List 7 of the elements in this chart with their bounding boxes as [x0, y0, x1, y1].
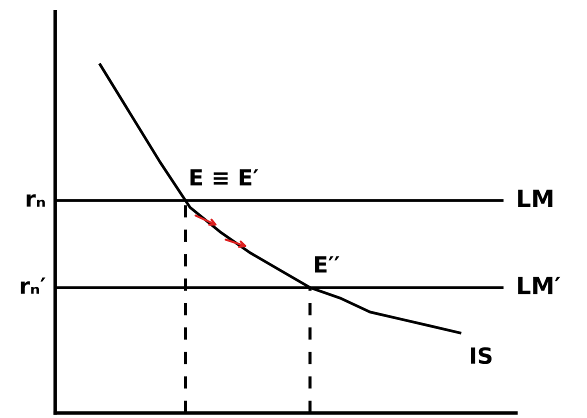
ref-line-label: LM′ [518, 276, 560, 294]
text: rₙ′ [20, 278, 46, 294]
annotation: IS [470, 347, 492, 364]
text: rₙ [26, 194, 45, 207]
annotation: E ≡ E′ [190, 169, 258, 186]
annotation: E′′ [315, 256, 340, 273]
ref-line-label: LM [518, 190, 552, 208]
